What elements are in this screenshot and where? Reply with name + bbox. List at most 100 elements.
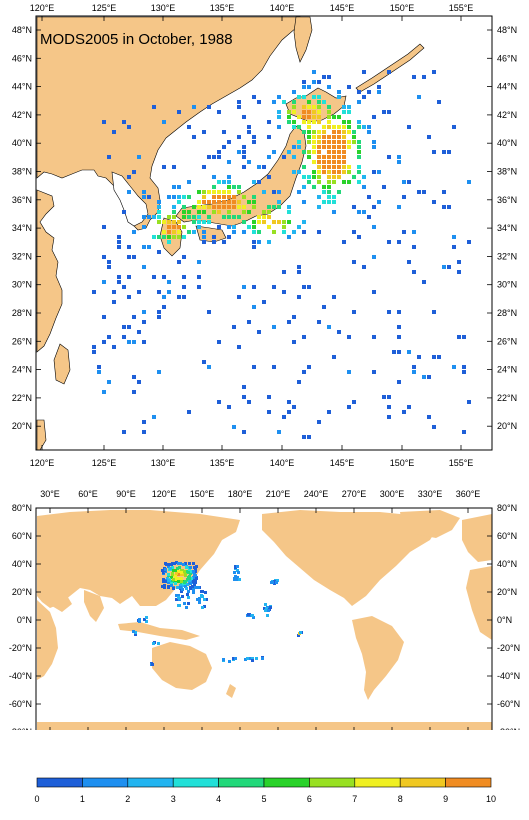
data-cell (302, 130, 306, 134)
data-cell (337, 170, 341, 174)
data-cell (212, 240, 216, 244)
sakhalin-land (293, 16, 313, 63)
data-cell (143, 618, 146, 621)
data-cell (332, 155, 336, 159)
data-cell (292, 110, 296, 114)
data-cell (272, 230, 276, 234)
data-cell (447, 150, 451, 154)
data-cell (207, 105, 211, 109)
data-cell (362, 95, 366, 99)
data-cell (122, 120, 126, 124)
data-cell (117, 240, 121, 244)
data-cell (102, 225, 106, 229)
data-cell (302, 230, 306, 234)
data-cell (177, 220, 181, 224)
data-cell (227, 210, 231, 214)
data-cell (138, 620, 141, 623)
data-cell (297, 95, 301, 99)
data-cell (327, 85, 331, 89)
data-cell (127, 340, 131, 344)
data-cell (175, 572, 178, 575)
data-cell (242, 150, 246, 154)
data-cell (227, 225, 231, 229)
data-cell (372, 290, 376, 294)
data-cell (171, 573, 174, 576)
data-cell (142, 245, 146, 249)
colorbar-segment (127, 777, 174, 788)
data-cell (122, 285, 126, 289)
data-cell (252, 220, 256, 224)
data-cell (342, 240, 346, 244)
colorbar-label: 8 (398, 794, 403, 804)
data-cell (272, 190, 276, 194)
data-cell (327, 190, 331, 194)
data-cell (255, 657, 258, 660)
data-cell (277, 115, 281, 119)
data-cell (232, 230, 236, 234)
colorbar-label: 7 (352, 794, 357, 804)
data-cell (167, 235, 171, 239)
data-cell (322, 75, 326, 79)
data-cell (462, 335, 466, 339)
data-cell (189, 586, 192, 589)
data-cell (167, 215, 171, 219)
data-cell (137, 155, 141, 159)
data-cell (367, 125, 371, 129)
data-cell (157, 290, 161, 294)
data-cell (232, 215, 236, 219)
data-cell (161, 569, 164, 572)
data-cell (292, 170, 296, 174)
data-cell (307, 85, 311, 89)
data-cell (292, 340, 296, 344)
data-cell (317, 110, 321, 114)
data-cell (402, 230, 406, 234)
data-cell (167, 579, 170, 582)
data-cell (167, 586, 170, 589)
data-cell (272, 150, 276, 154)
data-cell (422, 375, 426, 379)
data-cell (297, 265, 301, 269)
data-cell (307, 120, 311, 124)
data-cell (237, 200, 241, 204)
data-cell (181, 573, 184, 576)
data-cell (292, 155, 296, 159)
data-cell (332, 175, 336, 179)
data-cell (312, 185, 316, 189)
data-cell (382, 185, 386, 189)
data-cell (162, 579, 165, 582)
kuril-land (355, 43, 425, 93)
data-cell (282, 225, 286, 229)
data-cell (372, 145, 376, 149)
data-cell (302, 335, 306, 339)
lat-label-left: 0°N (17, 615, 32, 625)
data-cell (317, 170, 321, 174)
data-cell (347, 110, 351, 114)
new-zealand-land (226, 684, 236, 698)
colorbar-label: 4 (216, 794, 221, 804)
data-cell (317, 135, 321, 139)
data-cell (92, 350, 96, 354)
data-cell (317, 150, 321, 154)
data-cell (282, 100, 286, 104)
lat-label-right: 34°N (497, 223, 517, 233)
data-cell (337, 135, 341, 139)
data-cell (185, 606, 188, 609)
data-cell (317, 320, 321, 324)
data-cell (257, 330, 261, 334)
data-cell (352, 175, 356, 179)
lat-label-left: 26°N (12, 336, 32, 346)
data-cell (297, 140, 301, 144)
data-cell (357, 150, 361, 154)
data-cell (302, 435, 306, 439)
data-cell (232, 200, 236, 204)
data-cell (192, 215, 196, 219)
data-cell (217, 340, 221, 344)
data-cell (402, 180, 406, 184)
data-cell (183, 581, 186, 584)
lat-label-left: 22°N (12, 393, 32, 403)
data-cell (322, 170, 326, 174)
lat-label-left: 48°N (12, 25, 32, 35)
data-cell (134, 631, 137, 634)
lat-label-right: 32°N (497, 251, 517, 261)
data-cell (172, 235, 176, 239)
